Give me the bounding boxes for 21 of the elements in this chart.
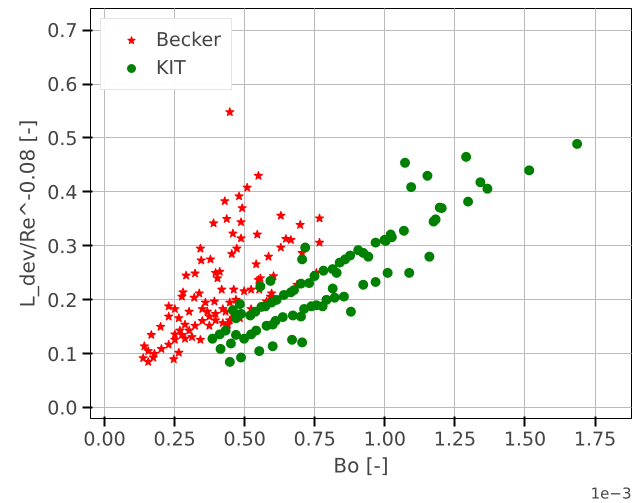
x-tick-label: 0.50 [224,428,266,450]
x-tick-label: 1.50 [504,428,546,450]
x-tick-label: 0.75 [294,428,336,450]
y-axis-title: L_dev/Re^-0.08 [-] [15,120,40,308]
y-tick-label: 0.2 [47,290,78,312]
x-axis-title: Bo [-] [333,454,389,478]
text: 1e−3 [590,484,632,502]
x-tick-label: 0.00 [83,428,126,450]
y-tick-label: 0.5 [47,128,78,150]
x-tick-label: 1.00 [364,428,406,450]
legend-label: KIT [156,57,186,79]
y-tick-label: 0.1 [47,344,78,366]
y-tick-label: 0.6 [47,74,78,96]
y-tick-label: 0.7 [47,20,78,42]
y-tick-label: 0.4 [47,182,78,204]
x-tick-label: 1.25 [434,428,476,450]
legend-label: Becker [156,29,221,51]
x-tick-label: 1.75 [574,428,616,450]
y-tick-label: 0.0 [47,398,78,420]
x-tick-label: 0.25 [153,428,196,450]
y-tick-label: 0.3 [47,236,78,258]
